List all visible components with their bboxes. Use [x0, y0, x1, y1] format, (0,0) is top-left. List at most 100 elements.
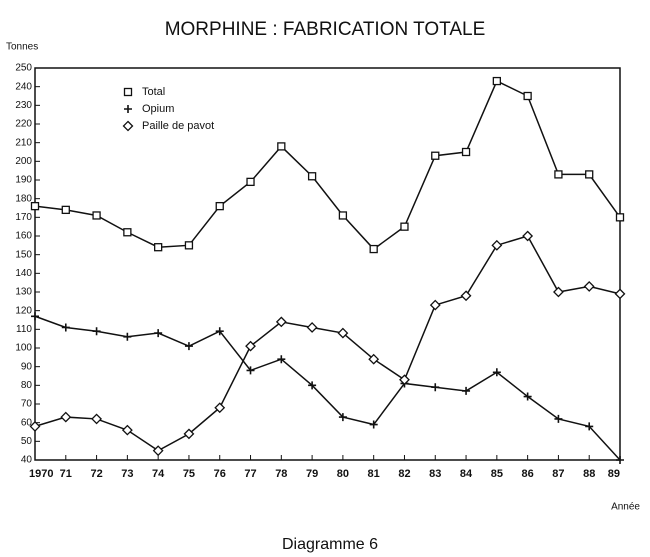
data-point [368, 353, 380, 365]
data-point [554, 170, 563, 179]
data-point [92, 211, 101, 220]
data-point [462, 386, 471, 395]
data-point [308, 381, 317, 390]
data-point [337, 327, 349, 339]
data-point [215, 201, 224, 211]
data-point [369, 244, 378, 254]
y-tick-label: 110 [16, 324, 32, 335]
data-point [585, 170, 594, 179]
data-point [246, 177, 255, 187]
x-tick-label: 89 [608, 468, 620, 480]
y-tick-label: 50 [21, 436, 33, 447]
x-tick-label: 85 [491, 468, 503, 480]
y-tick-label: 210 [15, 137, 32, 148]
x-axis-label: Année [611, 502, 640, 513]
legend-label: Total [142, 86, 165, 98]
x-tick-label: 71 [60, 468, 72, 480]
data-point [306, 322, 318, 333]
legend-label: Opium [142, 103, 174, 115]
y-tick-label: 190 [15, 175, 32, 186]
y-tick-label: 250 [15, 63, 32, 74]
y-tick-label: 160 [15, 231, 32, 242]
y-tick-label: 240 [15, 81, 32, 92]
legend-marker [124, 105, 132, 113]
y-tick-label: 180 [15, 193, 32, 204]
y-tick-label: 200 [15, 156, 32, 167]
x-tick-label: 84 [460, 468, 473, 480]
data-point [60, 411, 72, 423]
x-tick-label: 86 [522, 468, 534, 480]
x-tick-label: 88 [583, 468, 595, 480]
data-point [491, 239, 503, 251]
data-point [31, 312, 39, 321]
data-point [615, 213, 625, 222]
x-tick-label: 76 [214, 468, 226, 480]
plot-frame [34, 67, 621, 461]
data-point [277, 142, 286, 151]
y-tick-label: 40 [21, 455, 33, 466]
data-point [338, 413, 347, 422]
data-point [246, 366, 255, 375]
x-tick-label: 73 [121, 468, 133, 480]
data-point [92, 327, 101, 336]
legend-marker [123, 87, 133, 97]
y-tick-label: 80 [21, 380, 33, 391]
data-point [492, 368, 501, 377]
data-point [431, 383, 440, 392]
y-tick-label: 70 [21, 399, 33, 410]
data-point [460, 290, 472, 302]
x-tick-label: 87 [552, 468, 564, 480]
data-point [61, 205, 70, 215]
x-tick-label: 82 [398, 468, 410, 480]
data-point [154, 243, 163, 252]
data-point [614, 288, 626, 300]
data-point [553, 286, 564, 298]
x-tick-label: 77 [244, 468, 256, 480]
y-tick-label: 120 [15, 305, 32, 316]
data-point [275, 316, 287, 328]
x-tick-label: 81 [368, 468, 380, 480]
data-point [461, 147, 471, 157]
y-tick-label: 60 [21, 417, 33, 428]
legend-label: Paille de pavot [142, 120, 214, 132]
data-point [399, 374, 410, 386]
x-tick-label: 74 [152, 468, 165, 480]
data-point [338, 211, 348, 220]
data-point [152, 445, 164, 457]
data-point [523, 392, 532, 401]
data-point [307, 172, 317, 181]
y-tick-label: 90 [21, 361, 33, 372]
x-tick-label: 79 [306, 468, 318, 480]
y-tick-label: 150 [15, 249, 32, 260]
x-tick-label: 83 [429, 468, 441, 480]
data-point [91, 413, 102, 425]
y-tick-label: 130 [15, 287, 32, 298]
data-point [554, 414, 563, 423]
data-point [215, 327, 224, 336]
series-line [34, 235, 621, 452]
data-point [183, 428, 195, 440]
data-point [121, 424, 133, 436]
x-tick-label: 75 [183, 468, 195, 480]
data-point [431, 151, 440, 160]
data-point [154, 329, 163, 338]
data-point [616, 456, 624, 464]
data-point [277, 355, 286, 364]
y-axis-label: Tonnes [6, 42, 38, 53]
data-point [429, 299, 441, 311]
data-point [30, 201, 40, 211]
legend-marker [122, 120, 134, 132]
series-line [34, 80, 621, 251]
data-point [369, 420, 378, 429]
x-tick-label: 1970 [29, 468, 53, 480]
data-point [583, 280, 595, 292]
data-point [522, 230, 534, 242]
series-line [34, 315, 621, 461]
data-point [184, 342, 193, 351]
data-point [492, 76, 501, 86]
data-point [585, 422, 594, 431]
data-point [184, 241, 194, 250]
data-point [123, 228, 132, 237]
